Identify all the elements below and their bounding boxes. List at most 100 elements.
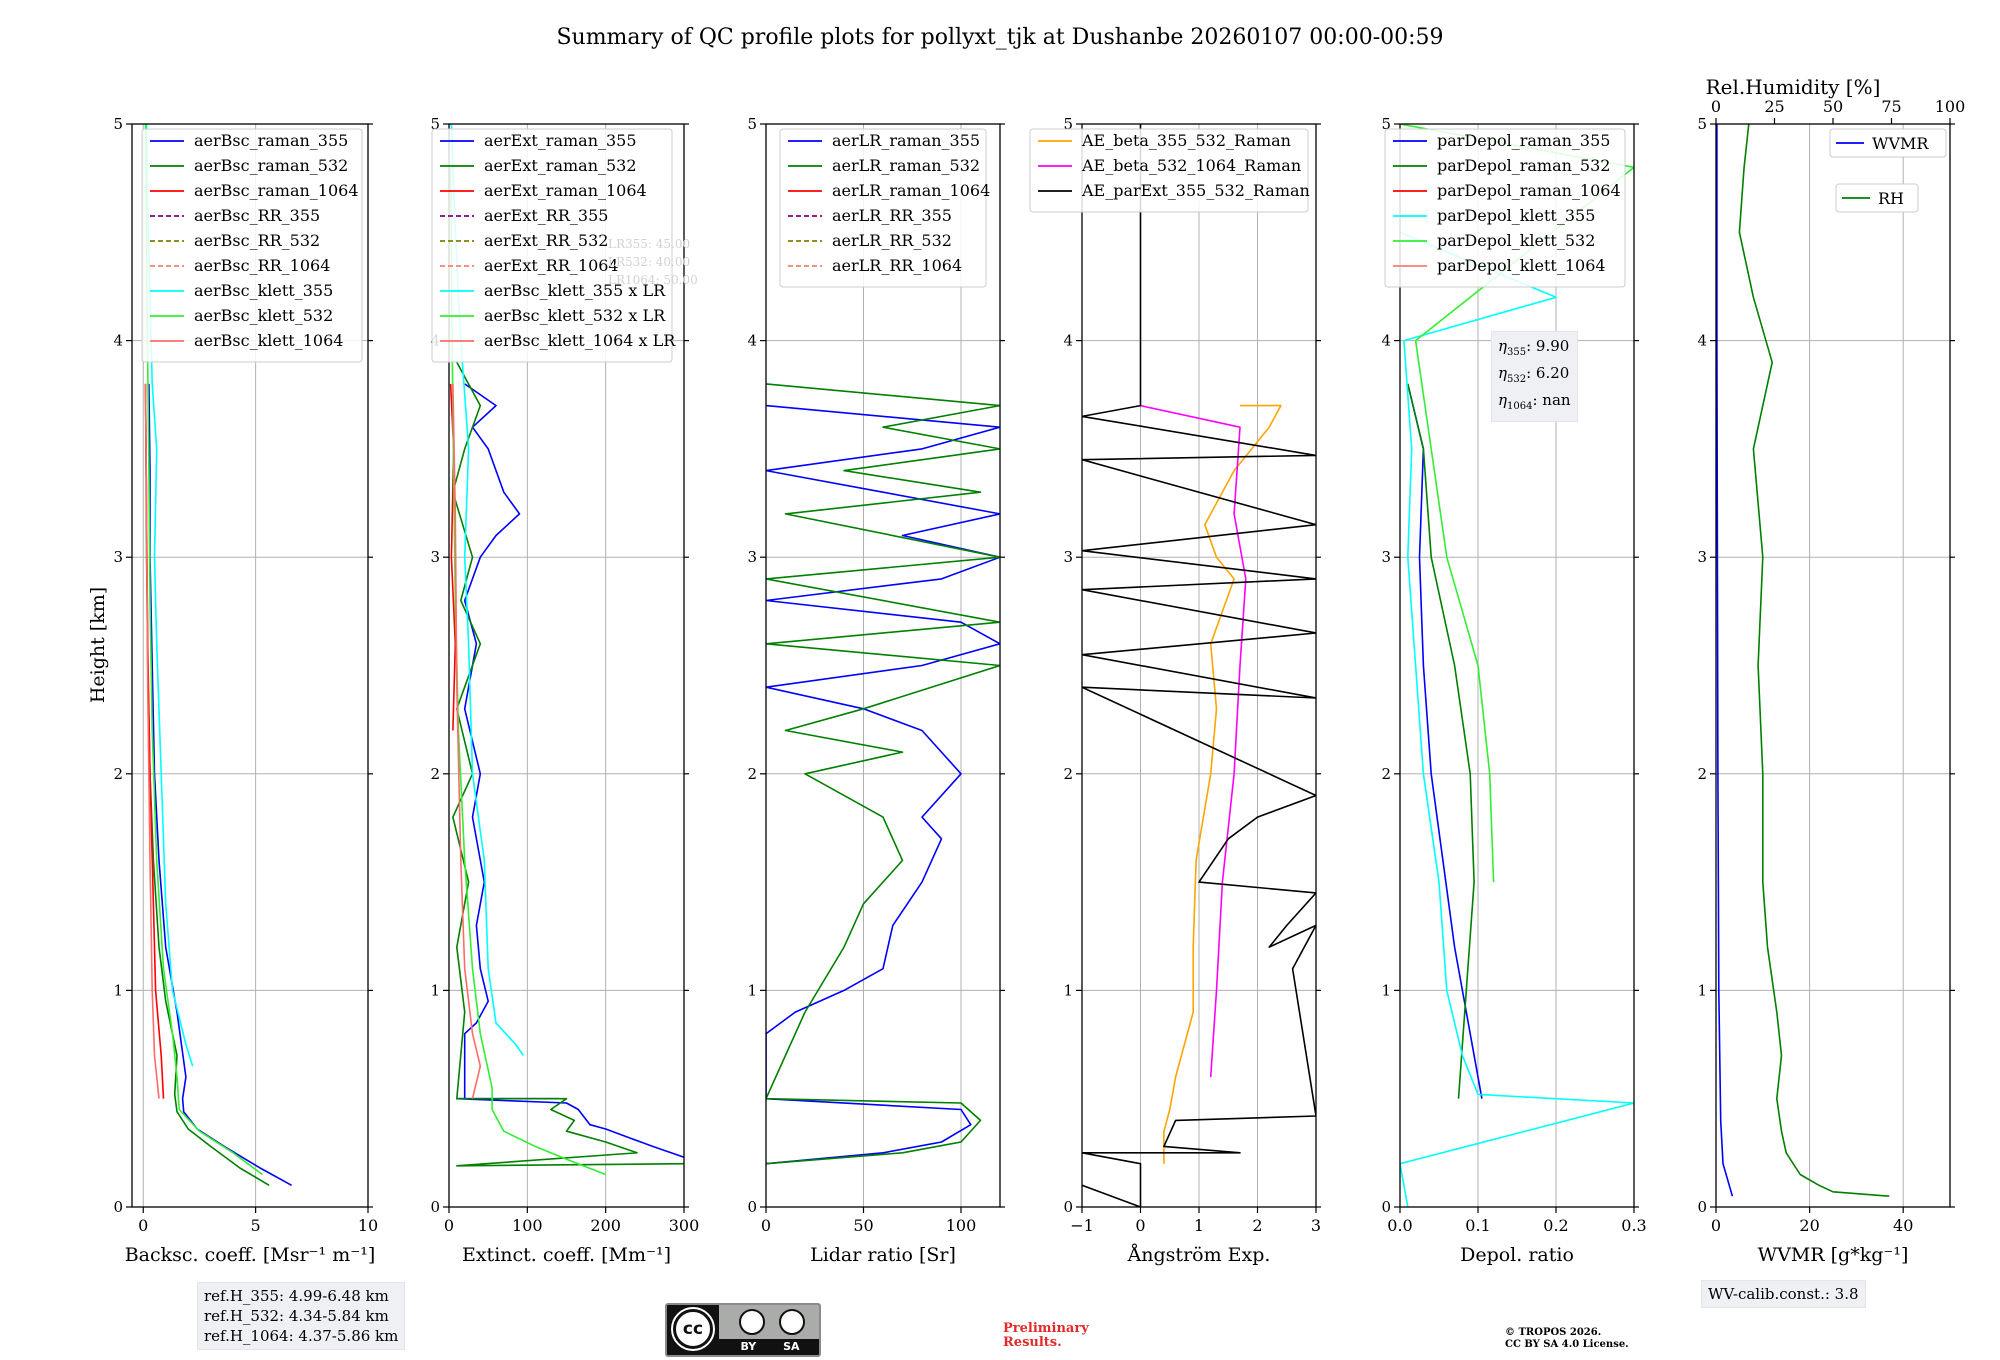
series-group xyxy=(1082,124,1316,1207)
copyright-note: © TROPOS 2026. CC BY SA 4.0 License. xyxy=(1505,1327,1629,1350)
legend-label: RH xyxy=(1878,189,1904,208)
plot-frame xyxy=(1399,123,1635,1208)
eta-532: 6.20 xyxy=(1535,364,1570,382)
y-tick-label: 2 xyxy=(1697,765,1707,783)
x-tick-label: 1 xyxy=(1194,1216,1204,1235)
y-tick-label: 0 xyxy=(113,1198,123,1216)
series-line-aerLR_raman_532 xyxy=(766,383,1000,1165)
y-tick-label: 3 xyxy=(1381,548,1391,566)
legend-label: aerBsc_klett_532 xyxy=(194,306,333,325)
series-line-AE_beta_355_532_Raman xyxy=(1163,404,1282,1164)
series-line-parDepol_raman_355 xyxy=(1407,383,1483,1099)
y-tick-label: 4 xyxy=(113,332,123,350)
y-tick-label: 4 xyxy=(747,332,757,350)
y-tick-label: 1 xyxy=(113,981,123,999)
y-tick-label: 5 xyxy=(1063,115,1073,133)
x-tick-label: 0 xyxy=(444,1216,454,1235)
preliminary-note: Preliminary Results. xyxy=(1003,1321,1089,1350)
legend-label: aerBsc_klett_532 x LR xyxy=(484,306,666,325)
legend-label: aerBsc_klett_1064 xyxy=(194,331,343,350)
cc-icon: cc xyxy=(671,1307,715,1351)
x-tick-label: 0.0 xyxy=(1387,1216,1412,1235)
x-tick-label: 0.3 xyxy=(1621,1216,1646,1235)
x-tick-label: 100 xyxy=(946,1216,977,1235)
figure-title: Summary of QC profile plots for pollyxt_… xyxy=(556,25,1443,50)
legend-label: aerExt_RR_355 xyxy=(484,206,608,225)
cc-sa-label: SA xyxy=(783,1340,800,1353)
legend-label: parDepol_klett_1064 xyxy=(1437,256,1606,275)
lr-note: LR532: 40.00 xyxy=(608,255,690,269)
y-tick-label: 2 xyxy=(1063,765,1073,783)
y-tick-label: 5 xyxy=(1697,115,1707,133)
x-tick-label: 100 xyxy=(512,1216,543,1235)
legend-label: aerExt_RR_532 xyxy=(484,231,608,250)
x-tick-label: 20 xyxy=(1799,1216,1819,1235)
series-line-aerExt_raman_532 xyxy=(452,361,684,1167)
legend-label: parDepol_raman_1064 xyxy=(1437,181,1621,200)
plot-frame xyxy=(765,123,1001,1208)
legend-box xyxy=(1384,128,1626,288)
y-tick-label: 4 xyxy=(1063,332,1073,350)
legend-label: aerBsc_klett_355 x LR xyxy=(484,281,666,300)
x-tick-label: 0 xyxy=(761,1216,771,1235)
ref-height-355: ref.H_355: 4.99-6.48 km xyxy=(204,1287,389,1305)
legend-box xyxy=(141,128,363,363)
top-tick-label: 50 xyxy=(1823,97,1843,116)
legend-box xyxy=(1829,128,1947,158)
ref-heights-box: ref.H_355: 4.99-6.48 km ref.H_532: 4.34-… xyxy=(197,1282,406,1350)
panel-3: 0 50 100 0 1 2 3 4 5 Lidar ratio [Sr] aerLR_raman_… xyxy=(747,115,1005,1266)
x-tick-label: 3 xyxy=(1311,1216,1321,1235)
legend-label: aerBsc_klett_1064 x LR xyxy=(484,331,676,350)
legend-label: aerBsc_raman_532 xyxy=(194,156,348,175)
y-tick-label: 5 xyxy=(430,115,440,133)
top-tick-label: 75 xyxy=(1881,97,1901,116)
y-tick-label: 1 xyxy=(1697,981,1707,999)
x-tick-label: 0.2 xyxy=(1543,1216,1568,1235)
x-axis-label: Depol. ratio xyxy=(1460,1244,1574,1266)
y-tick-label: 2 xyxy=(430,765,440,783)
series-group xyxy=(144,124,292,1187)
y-tick-label: 0 xyxy=(747,1198,757,1216)
legend-label: aerLR_raman_1064 xyxy=(832,181,990,200)
y-tick-label: 2 xyxy=(747,765,757,783)
series-group xyxy=(449,124,684,1176)
plot-frame xyxy=(1081,123,1317,1208)
series-group xyxy=(1716,124,1890,1197)
panel-6: 0 20 40 0 1 2 3 4 5 WVMR [g*kg⁻¹] WVMR RH 0 25 50 75 100 xyxy=(1697,97,1965,1266)
x-tick-label: 300 xyxy=(669,1216,700,1235)
series-line-aerBsc_raman_532 xyxy=(144,383,270,1186)
legend-box xyxy=(1835,183,1919,213)
top-tick-label: 0 xyxy=(1711,97,1721,116)
legend-label: AE_parExt_355_532_Raman xyxy=(1081,181,1310,200)
legend-label: aerLR_RR_532 xyxy=(832,231,952,250)
y-tick-label: 3 xyxy=(113,548,123,566)
x-tick-label: −1 xyxy=(1070,1216,1094,1235)
plot-frame xyxy=(448,123,685,1208)
legend-label: aerBsc_raman_355 xyxy=(194,131,348,150)
y-tick-label: 2 xyxy=(1381,765,1391,783)
eta-355: 9.90 xyxy=(1535,337,1570,355)
y-tick-label: 0 xyxy=(1697,1198,1707,1216)
legend-label: aerBsc_RR_1064 xyxy=(194,256,330,275)
y-tick-label: 3 xyxy=(430,548,440,566)
legend-label: aerBsc_RR_532 xyxy=(194,231,320,250)
series-line-aerBsc_raman_355 xyxy=(148,383,292,1187)
legend-label: aerBsc_RR_355 xyxy=(194,206,320,225)
series-group xyxy=(766,383,1000,1165)
y-tick-label: 4 xyxy=(1697,332,1707,350)
legend-box xyxy=(779,128,987,288)
y-axis-label: Height [km] xyxy=(87,587,109,703)
legend-label: aerBsc_raman_1064 xyxy=(194,181,359,200)
x-tick-label: 50 xyxy=(853,1216,873,1235)
lr-note: LR355: 45.00 xyxy=(608,237,690,251)
series-line-RH xyxy=(1738,124,1890,1197)
share-alike-icon xyxy=(779,1309,805,1335)
cc-by-label: BY xyxy=(740,1340,757,1353)
x-tick-label: 200 xyxy=(590,1216,621,1235)
series-line-aerBsc_klett_532 x LR xyxy=(449,167,606,1176)
legend-label: parDepol_raman_532 xyxy=(1437,156,1610,175)
plot-frame xyxy=(131,123,369,1208)
series-line-aerLR_raman_355 xyxy=(766,404,1000,1165)
